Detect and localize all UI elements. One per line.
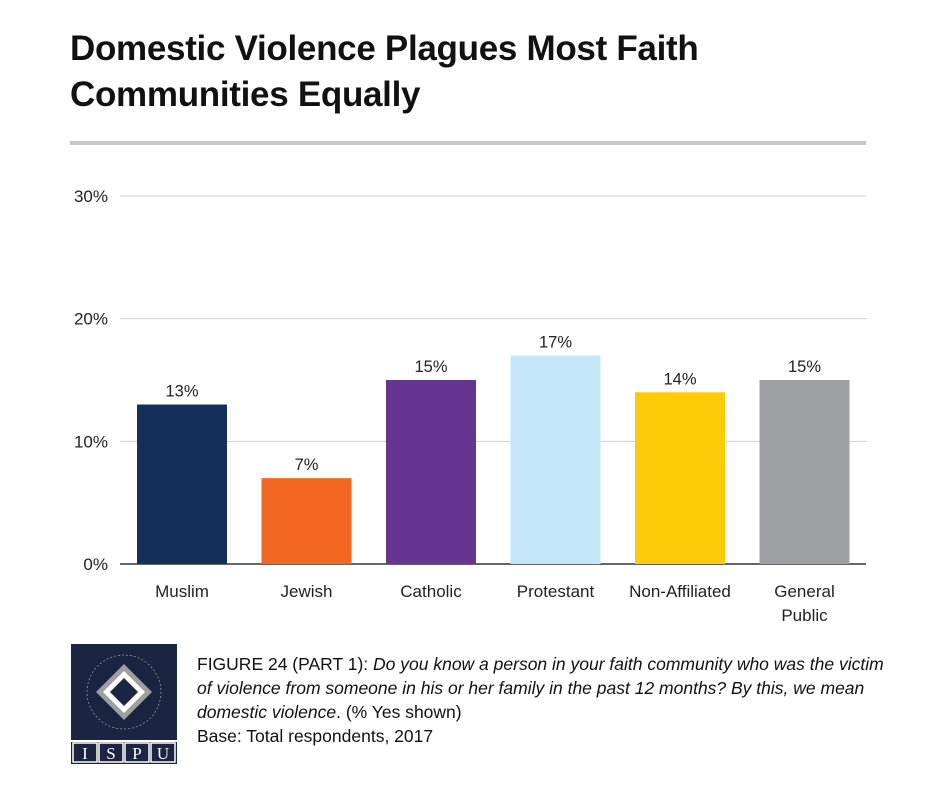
survey-question: Do you know a person in your faith commu… [197, 654, 884, 722]
figure-label: FIGURE 24 (PART 1) [197, 654, 364, 674]
chart-title: Domestic Violence Plagues Most Faith Com… [70, 29, 699, 114]
bar-chart: 0% 10% 20% 30% 13% Muslim 7% Jewish 15% Catholic 1… [74, 187, 866, 625]
data-label: 14% [663, 370, 696, 388]
caption-note: (% Yes shown) [345, 702, 462, 722]
y-tick-label: 20% [74, 310, 108, 329]
bar [137, 404, 227, 564]
y-tick-label: 30% [74, 187, 108, 206]
svg-text:S: S [106, 744, 115, 763]
x-tick-label: Protestant [517, 582, 595, 601]
data-label: 7% [295, 456, 319, 474]
bar [261, 478, 352, 564]
data-label: 17% [539, 333, 572, 351]
caption-base: Base: Total respondents, 2017 [197, 726, 434, 746]
data-label: 15% [414, 358, 447, 376]
figure-caption: FIGURE 24 (PART 1): Do you know a person… [197, 652, 897, 748]
y-tick-label: 10% [74, 432, 108, 451]
data-label: 13% [165, 383, 198, 401]
svg-text:P: P [132, 744, 141, 763]
data-label: 15% [788, 358, 821, 376]
x-tick-label: Muslim [155, 582, 209, 601]
svg-text:I: I [82, 744, 88, 763]
x-tick-label: Jewish [281, 582, 333, 601]
x-tick-label: Non-Affiliated [629, 582, 731, 601]
title-divider [70, 141, 866, 145]
bar [635, 392, 725, 564]
x-tick-label: Catholic [400, 582, 462, 601]
bar [510, 355, 601, 564]
svg-text:U: U [157, 744, 169, 763]
caption-period: . [336, 702, 346, 722]
caption-colon: : [363, 654, 374, 674]
bar [759, 380, 850, 564]
x-tick-label: General [774, 582, 834, 601]
y-tick-label: 0% [83, 555, 108, 574]
bar [386, 380, 476, 564]
x-tick-label: Public [781, 606, 828, 625]
